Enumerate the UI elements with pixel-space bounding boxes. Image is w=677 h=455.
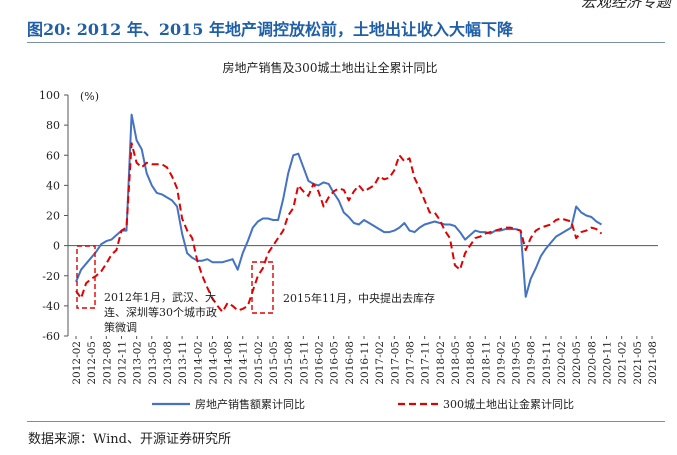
y-tick-label: 0	[53, 240, 60, 253]
y-tick-label: 20	[46, 210, 60, 223]
x-tick-label: 2019-02	[495, 341, 507, 385]
y-tick-label: -20	[42, 270, 60, 283]
x-tick-label: 2017-05	[389, 341, 401, 385]
x-tick-label: 2018-02	[435, 341, 447, 385]
x-tick-label: 2020-02	[556, 341, 568, 385]
x-tick-label: 2017-08	[404, 341, 416, 385]
x-tick-label: 2021-08	[647, 341, 659, 385]
x-tick-label: 2015-02	[253, 341, 265, 385]
source-divider	[27, 421, 665, 422]
annotation-box-2012	[76, 245, 96, 309]
legend-label-sales: 房地产销售额累计同比	[195, 397, 305, 411]
legend-label-land: 300城土地出让金累计同比	[443, 397, 574, 411]
x-tick-label: 2020-08	[586, 341, 598, 385]
x-tick-label: 2017-11	[420, 341, 432, 385]
x-tick-label: 2012-08	[101, 341, 113, 385]
x-tick-label: 2013-05	[147, 341, 159, 385]
x-tick-label: 2015-05	[268, 341, 280, 385]
title-divider	[27, 42, 665, 43]
x-tick-label: 2012-05	[86, 341, 98, 385]
chart-title: 房地产销售及300城土地出让全累计同比	[223, 60, 438, 75]
x-tick-label: 2016-11	[359, 341, 371, 385]
x-tick-label: 2016-05	[329, 341, 341, 385]
x-tick-label: 2018-05	[450, 341, 462, 385]
y-tick-label: -40	[42, 300, 60, 313]
annotation-box-2015	[251, 261, 274, 314]
y-tick-label: 60	[46, 149, 60, 162]
y-tick-label: 80	[46, 119, 60, 132]
x-tick-label: 2014-11	[238, 341, 250, 385]
series-line-land	[75, 142, 603, 313]
annotation-2012-line1: 2012年1月，武汉、大	[104, 290, 216, 304]
x-tick-label: 2018-08	[465, 341, 477, 385]
x-tick-label: 2021-02	[617, 341, 629, 385]
x-tick-label: 2020-11	[602, 341, 614, 385]
x-tick-label: 2015-08	[283, 341, 295, 385]
y-axis-unit: (%)	[80, 90, 99, 103]
y-tick-label: -60	[42, 330, 60, 343]
annotation-2012-line2: 连、深圳等30个城市政	[104, 305, 217, 319]
source-note: 数据来源：Wind、开源证券研究所	[28, 432, 231, 447]
report-header-corner: 宏观经济专题	[580, 0, 671, 11]
x-tick-label: 2019-11	[541, 341, 553, 385]
x-tick-label: 2012-11	[116, 341, 128, 385]
x-tick-label: 2017-02	[374, 341, 386, 385]
x-tick-label: 2014-05	[207, 341, 219, 385]
x-tick-label: 2012-02	[71, 341, 83, 385]
x-tick-label: 2014-02	[192, 341, 204, 385]
x-tick-label: 2019-08	[526, 341, 538, 385]
x-tick-label: 2014-08	[223, 341, 235, 385]
x-tick-label: 2013-08	[162, 341, 174, 385]
annotation-2012-line3: 策微调	[104, 320, 137, 334]
x-tick-label: 2016-02	[314, 341, 326, 385]
y-tick-label: 40	[46, 179, 60, 192]
x-tick-label: 2019-05	[511, 341, 523, 385]
figure-title: 图20: 2012 年、2015 年地产调控放松前，土地出让收入大幅下降	[27, 20, 513, 39]
x-tick-label: 2016-08	[344, 341, 356, 385]
y-tick-label: 100	[39, 89, 60, 102]
x-tick-label: 2013-02	[132, 341, 144, 385]
x-tick-label: 2021-05	[632, 341, 644, 385]
annotation-2015-text: 2015年11月，中央提出去库存	[283, 291, 435, 305]
x-tick-label: 2020-05	[571, 341, 583, 385]
series-line-sales	[75, 113, 603, 298]
x-tick-label: 2015-11	[298, 341, 310, 385]
x-tick-label: 2013-11	[177, 341, 189, 385]
x-tick-label: 2018-11	[480, 341, 492, 385]
